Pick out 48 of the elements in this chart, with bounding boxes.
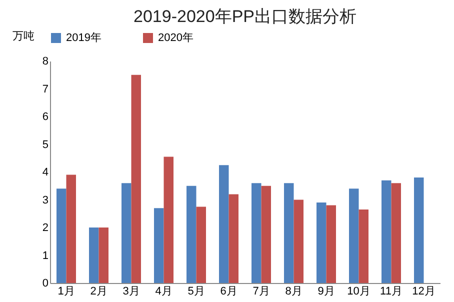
- bar: [358, 209, 368, 283]
- legend-label: 2019年: [66, 32, 102, 44]
- x-tick-label: 2月: [90, 286, 108, 298]
- y-tick-label: 7: [42, 83, 48, 96]
- bar: [66, 174, 76, 283]
- bar: [252, 183, 262, 283]
- x-tick-label: 9月: [318, 286, 335, 298]
- legend-label: 2020年: [158, 32, 194, 44]
- bar: [316, 202, 326, 283]
- x-tick-label: 3月: [122, 286, 140, 298]
- bar: [196, 206, 206, 283]
- bar: [349, 188, 359, 283]
- x-tick-label: 4月: [155, 286, 172, 298]
- bar: [186, 186, 196, 283]
- y-tick-label: 0: [42, 278, 48, 290]
- y-tick-label: 1: [42, 250, 48, 262]
- x-tick-label: 1月: [58, 286, 75, 298]
- bar: [131, 74, 141, 283]
- y-tick-label: 2: [42, 222, 48, 234]
- bar: [122, 183, 132, 283]
- bar: [391, 183, 401, 283]
- bar: [56, 188, 66, 283]
- y-tick-label: 4: [42, 166, 48, 178]
- bar: [228, 194, 238, 283]
- bar: [261, 186, 271, 283]
- x-tick-label: 12月: [412, 286, 436, 298]
- bar: [219, 165, 229, 283]
- x-tick-label: 6月: [220, 286, 238, 298]
- bar: [89, 228, 99, 283]
- x-tick-label: 7月: [252, 286, 270, 298]
- y-tick-label: 3: [42, 194, 48, 206]
- chart-title: 2019-2020年PP出口数据分析: [134, 7, 356, 26]
- y-tick-label: 6: [42, 111, 48, 123]
- bar: [164, 156, 174, 283]
- x-tick-label: 10月: [347, 286, 370, 298]
- bar: [98, 228, 108, 283]
- y-axis-title: 万吨: [12, 30, 34, 42]
- bar: [294, 200, 304, 283]
- bar: [414, 178, 424, 283]
- x-tick-label: 8月: [285, 286, 302, 298]
- y-tick-label: 5: [42, 138, 48, 151]
- bar: [284, 183, 294, 283]
- y-tick-label: 8: [42, 56, 48, 68]
- bar: [382, 180, 392, 283]
- x-tick-label: 11月: [380, 286, 402, 298]
- bar: [154, 208, 164, 283]
- x-tick-label: 5月: [188, 286, 205, 298]
- bar: [326, 205, 336, 283]
